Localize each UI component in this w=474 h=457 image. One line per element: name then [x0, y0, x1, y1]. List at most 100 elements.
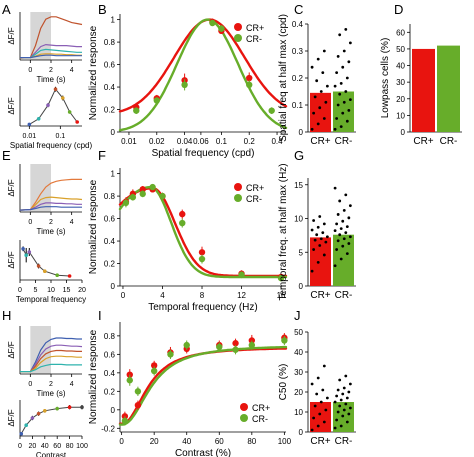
C-cell-dot — [310, 127, 314, 131]
B-data-point — [133, 107, 140, 114]
G-cell-dot — [324, 240, 328, 244]
E_top-trace — [19, 202, 82, 211]
G-cell-dot — [325, 235, 329, 239]
J-cell-dot — [339, 398, 343, 402]
D-y-tick-label: 0 — [401, 128, 406, 137]
C-y-tick-label: 0.3 — [292, 47, 304, 56]
A_top-trace — [19, 16, 83, 59]
B-x-tick-label: 0.01 — [121, 137, 137, 146]
J-cell-dot — [322, 364, 326, 368]
A_bottom-x-tick-label: 0.01 — [23, 133, 37, 140]
G-cell-dot — [316, 225, 320, 229]
I-x-tick-label: 100 — [278, 437, 292, 446]
G-cell-dot — [318, 215, 322, 218]
I-y-label: Normalized response — [88, 329, 99, 424]
J-cell-dot — [339, 424, 343, 428]
C-cell-dot — [348, 98, 352, 101]
B-data-point — [246, 74, 253, 82]
panel-letter-f: F — [98, 148, 106, 163]
J-cell-dot — [345, 396, 349, 400]
F-data-point — [139, 186, 146, 193]
G-cell-dot — [333, 264, 337, 268]
D-y-tick-label: 10 — [396, 111, 405, 120]
I-y-tick-label: -0.2 — [101, 424, 115, 433]
D-y-tick-label: 50 — [396, 45, 405, 54]
G-cell-dot — [310, 228, 314, 232]
I-fit-curve — [118, 345, 288, 426]
I-data-point — [248, 341, 256, 349]
C-cell-dot — [333, 127, 337, 131]
B-data-point — [268, 107, 275, 114]
H_bottom-point — [43, 409, 47, 413]
I-data-point — [248, 337, 256, 344]
G-cell-dot — [341, 244, 345, 248]
F-fit-curve — [118, 185, 288, 279]
E_bottom-point — [43, 269, 47, 274]
A_bottom-point — [27, 122, 32, 127]
F-legend-marker — [234, 183, 242, 191]
I-y-tick-label: 0.4 — [104, 369, 116, 378]
J-cell-dot — [336, 410, 340, 414]
A_bottom-y-label: ΔF/F — [7, 97, 16, 114]
C-y-label: Spatial freq at half max (cpd) — [278, 14, 289, 142]
E_bottom-point — [55, 273, 59, 278]
G-cell-dot — [348, 204, 352, 208]
F-legend-marker — [234, 194, 242, 202]
C-y-tick-label: 0.1 — [292, 101, 304, 110]
C-y-tick-label: 0 — [299, 128, 304, 137]
B-data-point — [246, 81, 253, 89]
C-cell-dot — [322, 117, 326, 120]
F-y-tick-label: 1 — [111, 170, 116, 179]
B-x-tick-label: 0.04 — [177, 137, 193, 146]
I-data-point — [134, 388, 142, 395]
J-panel: CR+ CR- 0 10 20 30 40 50 C50 (%) — [278, 328, 356, 447]
B-x-tick-label: 0.1 — [216, 137, 228, 146]
B-data-point — [181, 81, 188, 89]
F-data-point — [198, 255, 206, 263]
C-cell-dot — [345, 119, 349, 123]
D-y-tick-label: 30 — [396, 78, 405, 87]
C-cell-dot — [316, 57, 320, 61]
J-cell-dot — [344, 402, 348, 406]
C-cell-dot — [325, 84, 329, 88]
C-cell-dot — [339, 82, 343, 85]
G-cell-dot — [338, 233, 342, 237]
E_bottom-point — [67, 274, 72, 278]
I-legend-label: CR+ — [252, 403, 270, 413]
C-y-tick-label: 0.2 — [292, 74, 304, 83]
G-cell-dot — [341, 219, 345, 223]
J-cell-dot — [316, 376, 320, 380]
I-x-label: Contrast (%) — [175, 448, 231, 457]
I-data-point — [232, 340, 239, 347]
A_top-x-label: Time (s) — [36, 75, 65, 84]
panel-letter-i: I — [98, 308, 102, 323]
E_top-x-tick-label: 2 — [49, 219, 53, 226]
H_top-x-tick-label: 2 — [49, 381, 53, 388]
I-data-point — [150, 367, 158, 375]
I-x-tick-label: 40 — [182, 437, 191, 446]
C-cell-dot — [322, 49, 326, 53]
E_bottom-x-tick-label: 0 — [18, 287, 22, 294]
J-cell-dot — [322, 420, 326, 424]
B-fit-curve — [118, 18, 288, 132]
J-cell-dot — [342, 386, 346, 390]
D-y-tick-label: 40 — [396, 62, 405, 71]
I-x-tick-label: 80 — [247, 437, 256, 446]
H_bottom-x-tick-label: 0 — [18, 443, 22, 450]
C-cell-dot — [313, 95, 317, 99]
F-data-point — [139, 190, 146, 198]
F-data-point — [179, 219, 186, 227]
J-cell-dot — [335, 394, 339, 398]
F-x-tick-label: 12 — [237, 291, 246, 300]
C-cell-dot — [310, 65, 314, 69]
G-cell-dot — [339, 257, 343, 261]
F-data-point — [198, 249, 206, 256]
H_top-trace — [20, 337, 82, 373]
H_top-x-tick-label: 0 — [28, 381, 32, 388]
H_top-trace — [20, 344, 83, 373]
G-cell-dot — [339, 227, 343, 231]
C-cell-dot — [321, 71, 325, 74]
I-data-point — [126, 377, 133, 384]
A_bottom-point — [67, 110, 72, 114]
